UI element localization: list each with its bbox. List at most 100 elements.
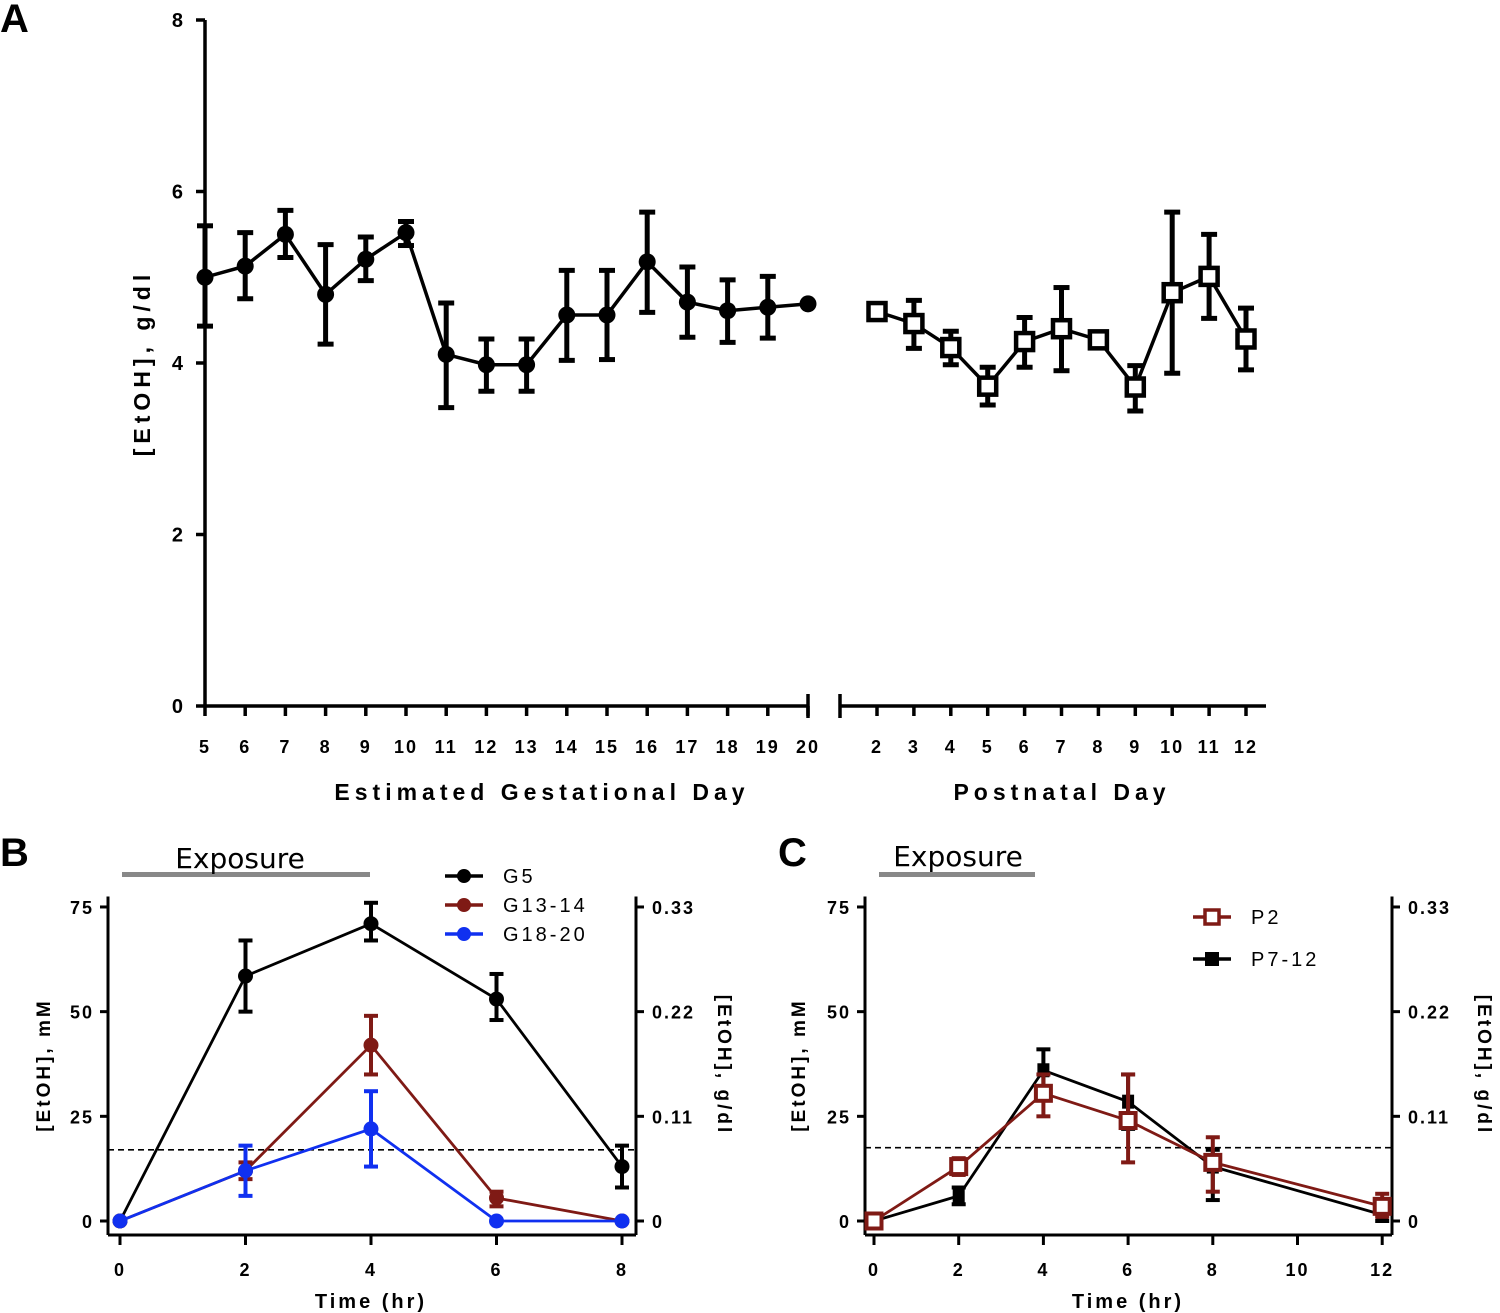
panel-a-x-axis-title-gestational: Estimated Gestational Day [334, 779, 749, 805]
panel-c-y2-axis-title: [EtOH], g/dl [1473, 995, 1494, 1135]
panel-b-legend-g5: G5 [445, 866, 536, 888]
panel-a-postnatal-point [1161, 281, 1183, 304]
panel-a-x-tick-label: 17 [675, 737, 699, 757]
panel-b-legend-g18-20-label: G18-20 [503, 924, 588, 946]
panel-b-x-tick-label: 6 [490, 1260, 502, 1280]
panel-c-series-p7-12-line [873, 1068, 1383, 1223]
panel-a-x-tick-label: 8 [1092, 737, 1104, 757]
panel-a-postnatal-point [940, 336, 962, 359]
panel-c-x-tick-label: 6 [1122, 1260, 1134, 1280]
panel-b-y2-axis-title: [EtOH], g/dl [713, 995, 734, 1135]
panel-b-series-g13-14-point [363, 1037, 379, 1053]
panel-a-postnatal-point [1124, 376, 1147, 398]
panel-a-y-tick-label: 6 [172, 182, 185, 204]
panel-c-series-p2-point [1118, 1111, 1138, 1131]
panel-a-gestational-point [397, 224, 415, 242]
panel-c-series-p2-point [864, 1211, 884, 1231]
panel-c-legend-p2-label: P2 [1251, 907, 1281, 929]
panel-a-postnatal-point [866, 300, 888, 323]
panel-a-x-tick-label: 10 [394, 737, 418, 757]
panel-c-exposure-label: Exposure [893, 840, 1023, 873]
panel-label-c: C [778, 831, 807, 875]
panel-c-y2-tick-label: 0.11 [1408, 1107, 1450, 1127]
panel-a-gestational-point [437, 345, 455, 363]
panel-c-x-tick-label: 8 [1207, 1260, 1219, 1280]
panel-a-gestational-point [558, 306, 576, 324]
panel-b-legend-g5-marker-swatch [457, 869, 471, 883]
panel-c-y-axis-title: [EtOH], mM [789, 998, 810, 1131]
panel-b-series-g18-20-point [614, 1213, 630, 1229]
panel-a-x-tick-label: 2 [871, 737, 883, 757]
panel-a-gestational-line [204, 229, 809, 367]
panel-c-series-p7-12-point [952, 1188, 965, 1203]
panel-a-x-tick-label: 12 [474, 737, 498, 757]
panel-b-series-g5-point [238, 968, 253, 984]
panel-b-y2-tick-label: 0 [652, 1212, 664, 1232]
panel-a-gestational-point [317, 285, 335, 303]
panel-a-x-tick-label: 4 [945, 737, 957, 757]
panel-b-series-g5-point [489, 991, 504, 1007]
panel-a-gestational-point [276, 225, 294, 243]
panel-b-legend-g5-label: G5 [503, 866, 536, 888]
panel-a-postnatal-point [1087, 329, 1110, 351]
panel-c-legend-p7-12-marker-swatch [1205, 952, 1219, 966]
panel-a-gestational-point [638, 253, 656, 271]
panel-c-x-tick-label: 12 [1370, 1260, 1394, 1280]
panel-a-x-tick-label: 3 [908, 737, 920, 757]
panel-a-y-axis-title: [EtOH], g/dl [129, 270, 155, 456]
panel-b-y-tick-label: 0 [82, 1212, 94, 1232]
panel-b-legend-g13-14: G13-14 [445, 895, 585, 917]
panel-b-series-g18-20-point [363, 1121, 379, 1137]
panel-c-x-tick-label: 2 [953, 1260, 965, 1280]
panel-a-x-tick-label: 8 [320, 737, 332, 757]
panel-a-x-tick-label: 7 [1055, 737, 1067, 757]
panel-b-exposure-bar [122, 872, 370, 877]
panel-b-y-axis-title: [EtOH], mM [34, 998, 55, 1131]
panel-b-series-g18-20-point [238, 1163, 253, 1179]
panel-a-y-tick-label: 8 [172, 10, 185, 32]
panel-c-y-tick-label: 75 [827, 898, 851, 918]
panel-b-series-g5-point [614, 1159, 630, 1175]
panel-c-legend-p7-12: P7-12 [1193, 949, 1319, 971]
panel-c-legend-p2-marker-swatch [1203, 908, 1221, 926]
panel-a-x-tick-label: 12 [1234, 737, 1258, 757]
panel-b-y2-tick-label: 0.22 [652, 1003, 695, 1023]
panel-c-x-axis-title: Time (hr) [1072, 1291, 1184, 1313]
panel-a-postnatal-point [903, 312, 925, 335]
panel-a-gestational-point [759, 298, 777, 316]
panel-b-legend-g18-20-marker-swatch [457, 927, 471, 941]
panel-a-x-tick-label: 10 [1160, 737, 1184, 757]
panel-a-y-tick-label: 2 [172, 525, 185, 547]
panel-b-y2-tick-label: 0.33 [652, 898, 695, 918]
panel-a-x-tick-label: 5 [199, 737, 211, 757]
panel-b-x-tick-label: 2 [239, 1260, 251, 1280]
panel-c-legend-p7-12-label: P7-12 [1251, 949, 1319, 971]
panel-c-y-tick-label: 50 [827, 1003, 851, 1023]
panel-a-y-tick-label: 4 [172, 353, 185, 375]
panel-a-gestational-point [357, 250, 375, 268]
panel-a-gestational-point [719, 302, 737, 320]
panel-b-legend-g13-14-marker-swatch [457, 898, 471, 912]
panel-b-x-tick-label: 8 [616, 1260, 628, 1280]
panel-a-postnatal-point [1198, 265, 1220, 288]
panel-a-gestational-point [678, 293, 696, 311]
panel-a-y-tick-label: 0 [172, 696, 185, 718]
panel-c-series-p2-line [873, 1091, 1383, 1223]
panel-b-series-g18-20-point [112, 1213, 128, 1229]
panel-c-series-p2-point [1372, 1196, 1392, 1216]
panel-a-x-tick-label: 13 [515, 737, 539, 757]
panel-b-series-g13-14-point [489, 1190, 504, 1206]
panel-a-x-tick-label: 7 [279, 737, 291, 757]
panel-a-x-tick-label: 20 [796, 737, 820, 757]
panel-c-exposure-bar [879, 872, 1035, 877]
panel-a-gestational-point [477, 356, 495, 374]
panel-a-x-tick-label: 14 [555, 737, 579, 757]
panel-a-postnatal-point [1013, 330, 1036, 353]
panel-a-x-tick-label: 9 [1129, 737, 1141, 757]
panel-label-b: B [0, 831, 29, 875]
panel-b-series-g5-point [363, 916, 379, 932]
panel-a-postnatal-point [1235, 328, 1257, 350]
panel-a-x-tick-label: 19 [756, 737, 780, 757]
panel-a-x-tick-label: 11 [1198, 737, 1221, 757]
